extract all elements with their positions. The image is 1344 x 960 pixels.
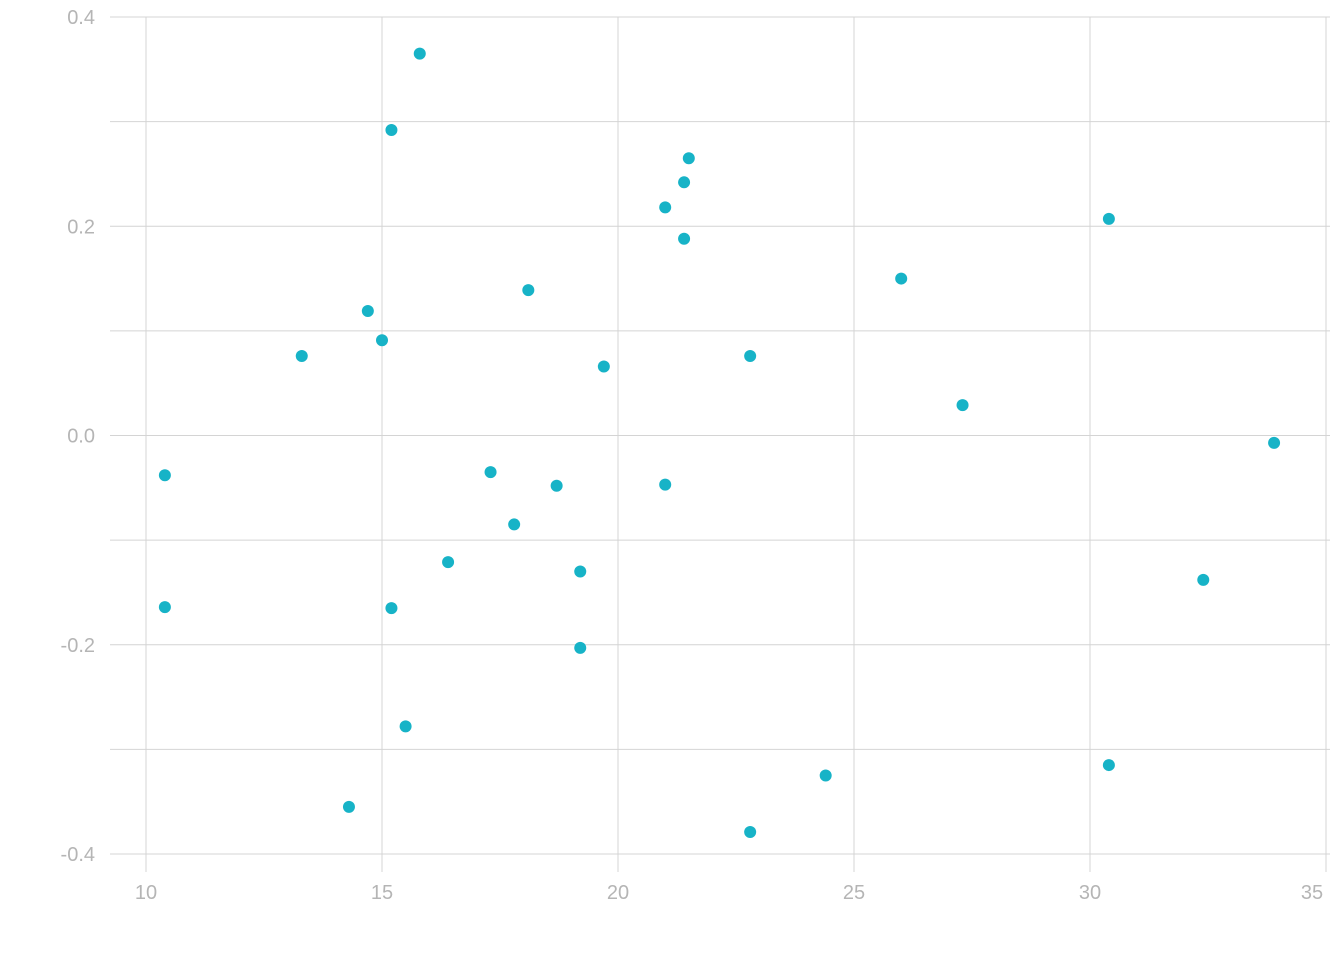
data-point: [682, 152, 695, 165]
data-point: [895, 272, 908, 285]
data-point: [361, 304, 374, 317]
x-tick-label: 10: [135, 882, 157, 904]
data-point: [442, 556, 455, 569]
data-point: [678, 232, 691, 245]
data-point: [659, 478, 672, 491]
x-axis-tick-labels: 10 15 20 25 30 35: [135, 882, 1323, 904]
y-tick-label: 0.4: [67, 7, 95, 29]
y-major-gridlines: [110, 16, 1330, 855]
data-point: [522, 284, 535, 297]
data-point: [678, 176, 691, 189]
data-points: [158, 47, 1281, 839]
data-point: [158, 469, 171, 482]
x-gridlines: [145, 17, 1327, 872]
data-point: [1102, 759, 1115, 772]
y-tick-label: -0.4: [61, 844, 95, 866]
data-point: [956, 399, 969, 412]
data-point: [574, 641, 587, 654]
y-axis-tick-labels: -0.4 -0.2 0.0 0.2 0.4: [61, 7, 95, 866]
data-point: [385, 602, 398, 615]
data-point: [385, 123, 398, 136]
data-point: [508, 518, 521, 531]
x-tick-label: 35: [1301, 882, 1323, 904]
data-point: [1102, 212, 1115, 225]
y-tick-label: 0.2: [67, 216, 95, 238]
y-minor-gridlines: [110, 121, 1330, 750]
data-point: [158, 601, 171, 614]
data-point: [659, 201, 672, 214]
data-point: [295, 349, 308, 362]
x-tick-label: 20: [607, 882, 629, 904]
data-point: [484, 466, 497, 479]
data-point: [744, 349, 757, 362]
data-point: [342, 800, 355, 813]
data-point: [550, 479, 563, 492]
x-tick-label: 15: [371, 882, 393, 904]
data-point: [399, 720, 412, 733]
x-tick-label: 25: [843, 882, 865, 904]
data-point: [597, 360, 610, 373]
y-tick-label: 0.0: [67, 426, 95, 448]
data-point: [744, 826, 757, 839]
y-tick-label: -0.2: [61, 635, 95, 657]
data-point: [819, 769, 832, 782]
data-point: [413, 47, 426, 60]
data-point: [574, 565, 587, 578]
data-point: [1268, 436, 1281, 449]
data-point: [1197, 573, 1210, 586]
x-tick-label: 30: [1079, 882, 1101, 904]
data-point: [376, 334, 388, 347]
